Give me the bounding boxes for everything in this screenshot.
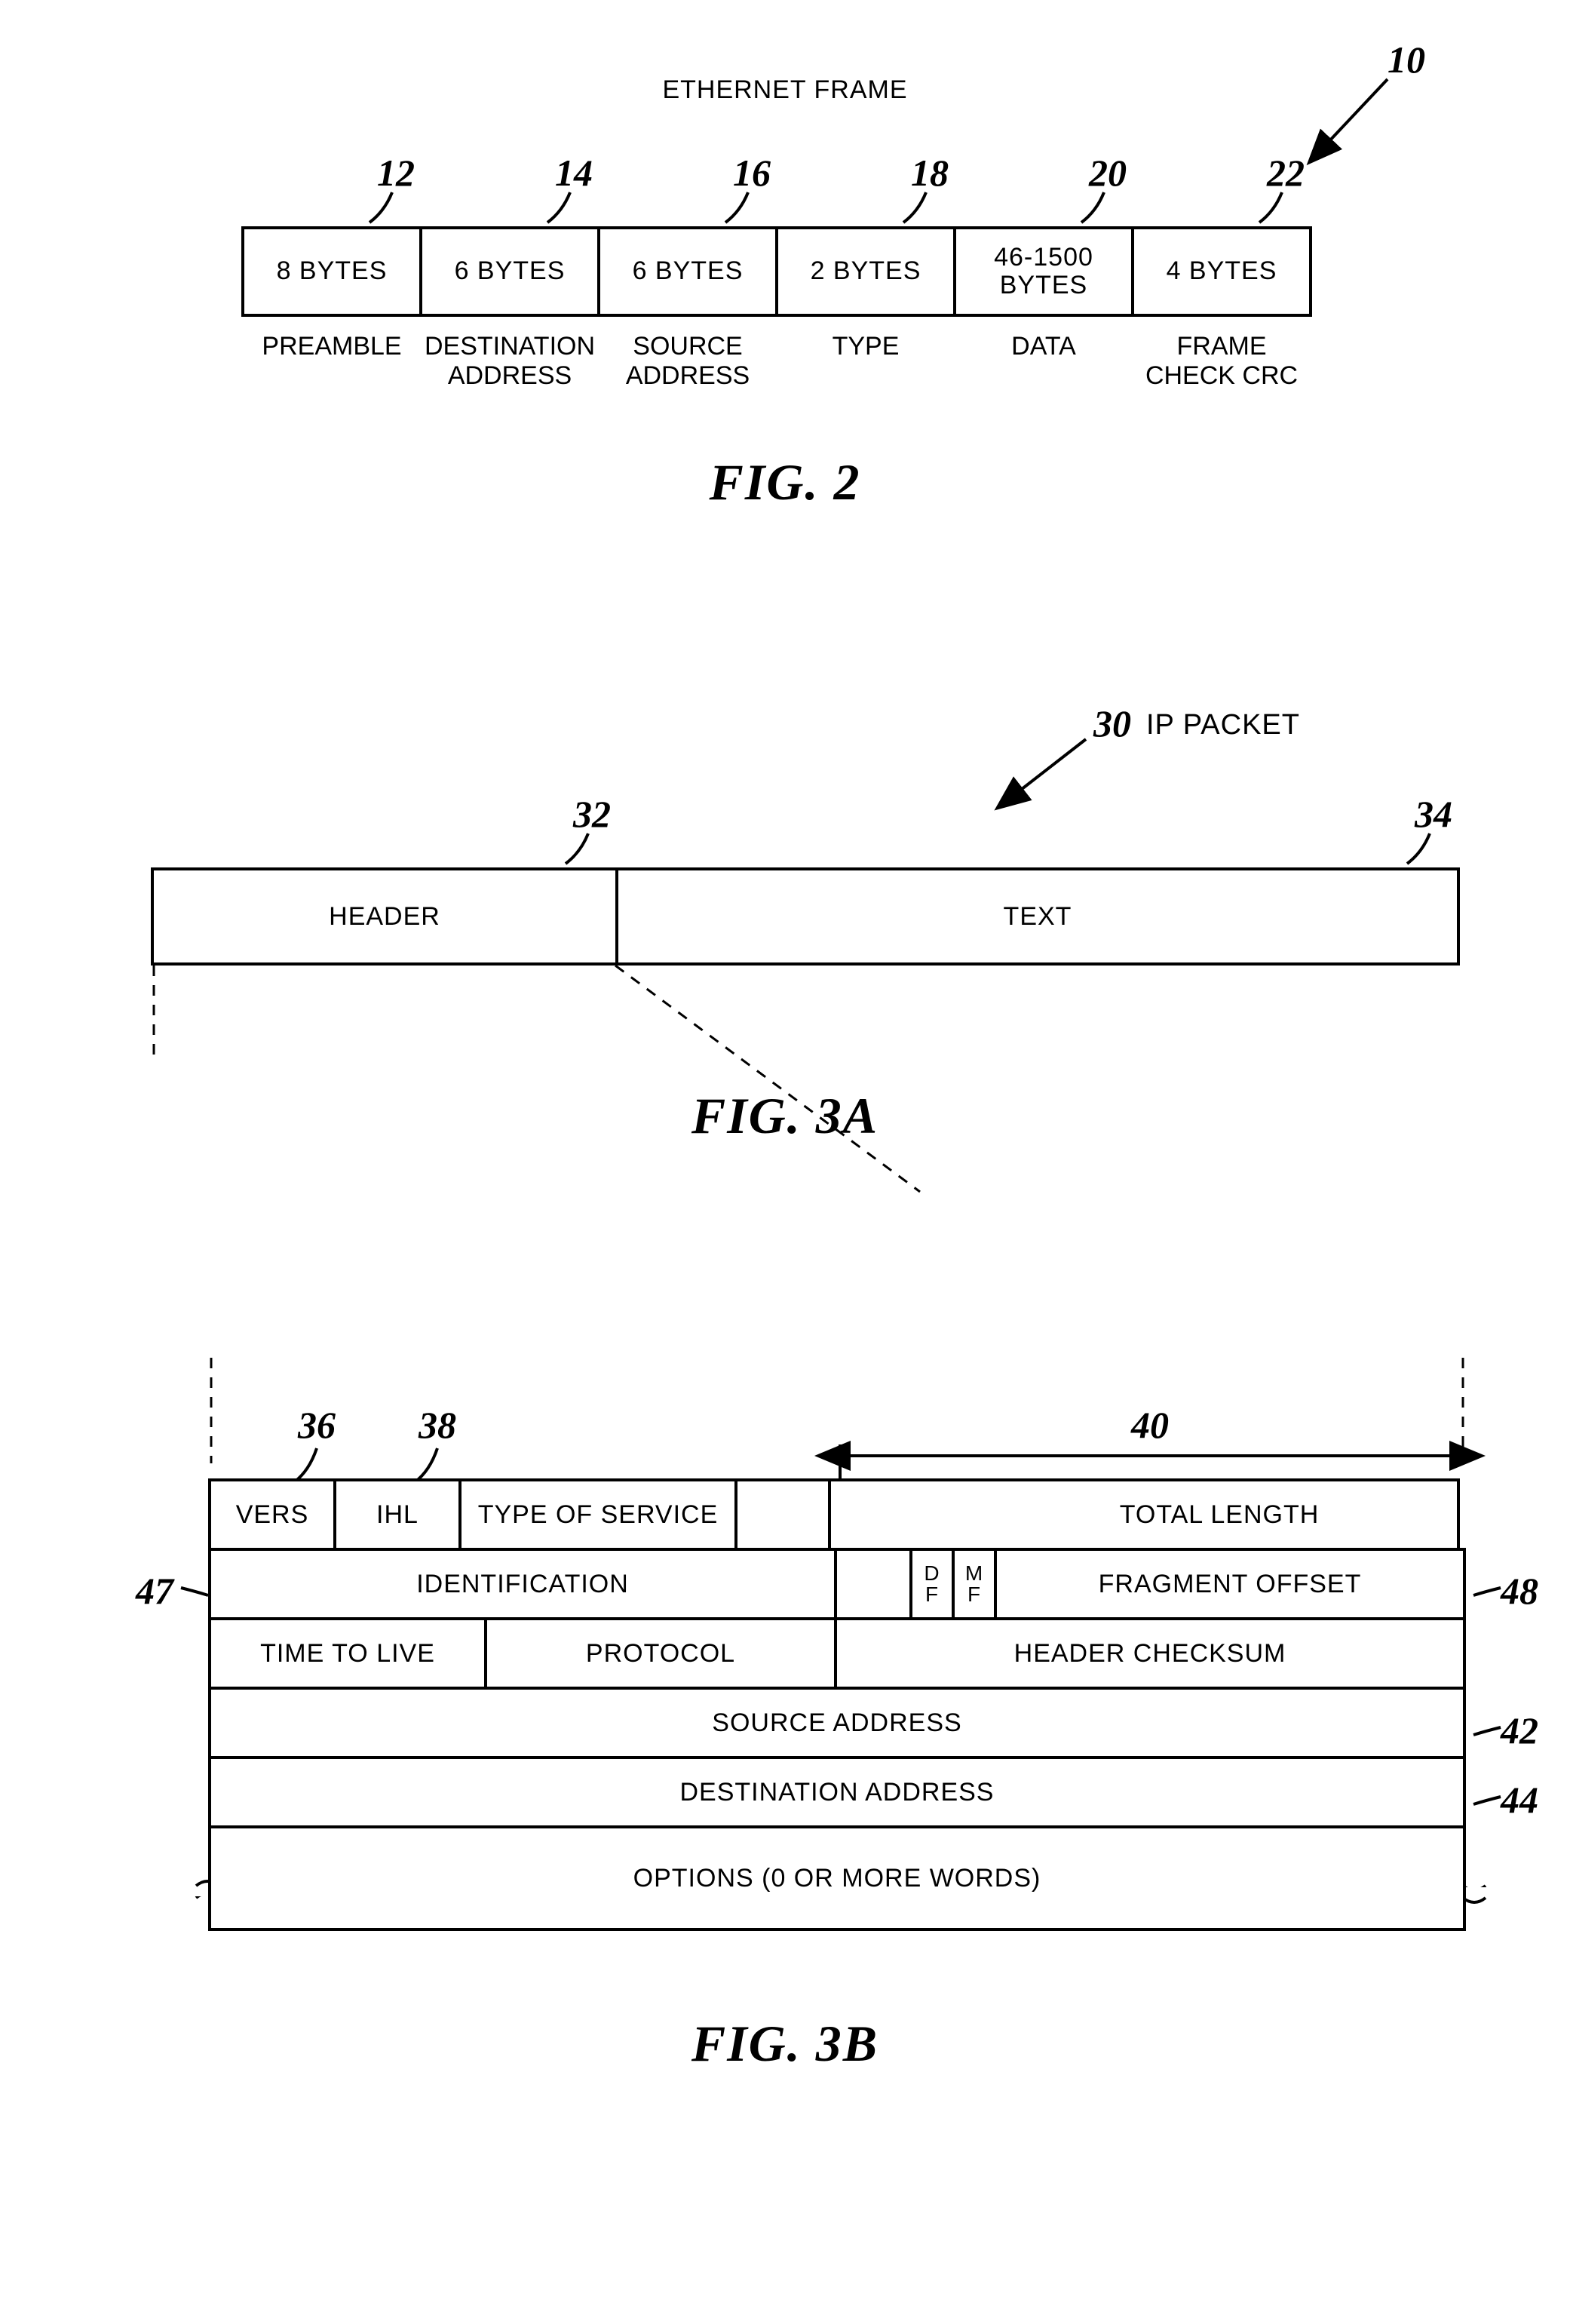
- cell-srcaddr: SOURCE ADDRESS: [208, 1687, 1466, 1759]
- ip-header-grid: VERS IHL TYPE OF SERVICE TOTAL LENGTH ID…: [211, 1481, 1466, 1931]
- ethernet-cell: 46-1500 BYTES: [953, 226, 1134, 317]
- ref-30: 30: [1093, 701, 1131, 745]
- figure-2: ETHERNET FRAME 10 121416182022 8 BYTES6 …: [90, 60, 1480, 603]
- ref-36: 36: [298, 1403, 336, 1447]
- ref-32: 32: [573, 792, 611, 836]
- ip-header-row3: TIME TO LIVE PROTOCOL HEADER CHECKSUM: [211, 1620, 1466, 1690]
- cell-mf-text: M F: [965, 1563, 983, 1605]
- ref-48: 48: [1501, 1569, 1538, 1613]
- ip-packet-row: HEADERTEXT: [151, 867, 1460, 966]
- cell-ihl: IHL: [333, 1478, 461, 1551]
- ref-10: 10: [1388, 38, 1425, 81]
- ethernet-cell: 6 BYTES: [419, 226, 600, 317]
- ethernet-frame-row: 8 BYTES6 BYTES6 BYTES2 BYTES46-1500 BYTE…: [241, 226, 1312, 317]
- ip-header-row1: VERS IHL TYPE OF SERVICE TOTAL LENGTH: [211, 1481, 1466, 1551]
- ref-40: 40: [1131, 1403, 1169, 1447]
- cell-vers: VERS: [208, 1478, 336, 1551]
- ethernet-cell-label: PREAMBLE: [241, 332, 422, 391]
- ref-12: 12: [377, 151, 415, 195]
- ethernet-cell: 6 BYTES: [597, 226, 778, 317]
- fig2-title-above: ETHERNET FRAME: [90, 75, 1480, 105]
- fig3b-caption: FIG. 3B: [90, 2014, 1480, 2074]
- ref-22: 22: [1267, 151, 1305, 195]
- cell-tos: TYPE OF SERVICE: [458, 1478, 737, 1551]
- ip-header-row6: OPTIONS (0 OR MORE WORDS): [211, 1828, 1466, 1931]
- ip-header-row2: IDENTIFICATION D F M F FRAGMENT OFFSET: [211, 1551, 1466, 1620]
- figure-3b: 36 38 40 46 47 48 42 44 VERS IHL TYPE OF…: [90, 1358, 1480, 2127]
- ref-38: 38: [419, 1403, 456, 1447]
- ip-header-row5: DESTINATION ADDRESS: [211, 1759, 1466, 1828]
- cell-gap1: [734, 1478, 831, 1551]
- cell-mf: M F: [952, 1548, 997, 1620]
- cell-ident: IDENTIFICATION: [208, 1548, 837, 1620]
- ethernet-cell: 8 BYTES: [241, 226, 422, 317]
- ip-header-row4: SOURCE ADDRESS: [211, 1690, 1466, 1759]
- cell-proto: PROTOCOL: [484, 1617, 837, 1690]
- ref-16: 16: [733, 151, 771, 195]
- cell-chk: HEADER CHECKSUM: [834, 1617, 1466, 1690]
- ref-30-label: IP PACKET: [1146, 709, 1300, 741]
- ref-42: 42: [1501, 1708, 1538, 1752]
- ethernet-cell: 4 BYTES: [1131, 226, 1312, 317]
- cell-ttl: TIME TO LIVE: [208, 1617, 487, 1690]
- ethernet-cell-label: TYPE: [775, 332, 956, 391]
- ethernet-cell: 2 BYTES: [775, 226, 956, 317]
- ref-14: 14: [555, 151, 593, 195]
- cell-df-text: D F: [924, 1563, 940, 1605]
- figure-3a: 30 IP PACKET 3234 HEADERTEXT FIG. 3A: [90, 709, 1480, 1252]
- cell-dstaddr: DESTINATION ADDRESS: [208, 1756, 1466, 1828]
- cell-fragoff: FRAGMENT OFFSET: [994, 1548, 1466, 1620]
- ref-47: 47: [136, 1569, 173, 1613]
- fig2-labels-below: PREAMBLEDESTINATION ADDRESSSOURCE ADDRES…: [241, 332, 1312, 391]
- fig2-caption: FIG. 2: [90, 453, 1480, 512]
- ref-44: 44: [1501, 1778, 1538, 1822]
- fig3a-caption: FIG. 3A: [90, 1086, 1480, 1146]
- ip-packet-cell: HEADER: [151, 867, 618, 966]
- cell-options: OPTIONS (0 OR MORE WORDS): [208, 1825, 1466, 1931]
- ethernet-cell-label: DATA: [953, 332, 1134, 391]
- ethernet-cell-label: FRAME CHECK CRC: [1131, 332, 1312, 391]
- ref-20: 20: [1089, 151, 1127, 195]
- cell-flagpad: [834, 1548, 912, 1620]
- ip-packet-cell: TEXT: [615, 867, 1460, 966]
- cell-totlen-text: TOTAL LENGTH: [1120, 1500, 1320, 1530]
- ethernet-cell-label: SOURCE ADDRESS: [597, 332, 778, 391]
- ref-18: 18: [911, 151, 949, 195]
- ref-34: 34: [1415, 792, 1452, 836]
- ethernet-cell-label: DESTINATION ADDRESS: [419, 332, 600, 391]
- cell-df: D F: [909, 1548, 955, 1620]
- cell-totlen: TOTAL LENGTH: [828, 1478, 1460, 1551]
